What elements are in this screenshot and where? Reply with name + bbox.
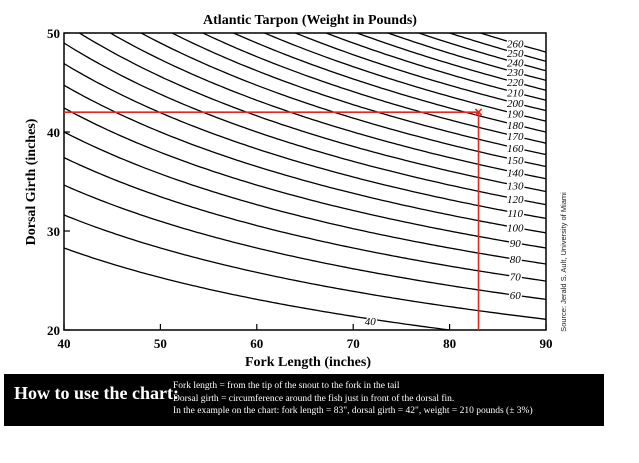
contour-line-250 — [447, 33, 546, 62]
contour-line-240 — [416, 33, 546, 72]
y-axis-title: Dorsal Girth (inches) — [24, 118, 39, 245]
dorsal-girth-definition: Dorsal girth = circumference around the … — [173, 393, 455, 404]
contour-line-60 — [64, 184, 546, 301]
y-tick-label-40: 40 — [47, 125, 60, 140]
contour-line-220 — [355, 33, 546, 91]
contour-label-60: 60 — [510, 290, 522, 302]
contour-line-100 — [64, 84, 546, 234]
contour-label-130: 130 — [507, 180, 524, 192]
contour-label-150: 150 — [507, 155, 524, 167]
contour-label-70: 70 — [510, 272, 522, 284]
chart-title: Atlantic Tarpon (Weight in Pounds) — [203, 13, 417, 28]
contour-line-50 — [64, 214, 546, 320]
how-to-use-title: How to use the chart: — [14, 383, 179, 403]
plot-frame — [63, 32, 547, 331]
y-tick-label-20: 20 — [47, 323, 60, 338]
x-tick-label-90: 90 — [540, 336, 553, 351]
contour-line-110 — [64, 63, 546, 220]
x-tick-label-60: 60 — [250, 336, 263, 351]
y-tick-label-50: 50 — [47, 26, 60, 41]
contour-label-250: 250 — [507, 48, 524, 60]
plot-area: 40 60 70 80 90 100 110 120 130140150160170180190… — [47, 26, 553, 351]
contour-line-160 — [170, 33, 546, 156]
y-tick-label-30: 30 — [47, 224, 60, 239]
contour-label-100: 100 — [507, 222, 524, 234]
contour-label-160: 160 — [507, 143, 524, 155]
example-description: In the example on the chart: fork length… — [173, 406, 533, 416]
contour-line-140 — [108, 33, 546, 180]
source-note: Source: Jerald S. Ault, University of Mi… — [559, 192, 568, 332]
x-tick-label-80: 80 — [443, 336, 456, 351]
contour-label-120: 120 — [507, 194, 524, 206]
contour-line-200 — [293, 33, 546, 112]
x-tick-label-50: 50 — [154, 336, 167, 351]
contour-label-110: 110 — [507, 208, 523, 220]
x-tick-label-70: 70 — [347, 336, 360, 351]
contour-label-170: 170 — [507, 131, 524, 143]
contour-label-190: 190 — [507, 109, 524, 121]
contour-line-170 — [201, 33, 546, 144]
contour-line-210 — [324, 33, 546, 101]
how-to-use-panel: How to use the chart: Fork length = from… — [4, 374, 604, 426]
contour-label-180: 180 — [507, 120, 524, 132]
contour-line-190 — [262, 33, 546, 122]
contour-line-130 — [78, 33, 546, 193]
how-to-use-text: Fork length = from the tip of the snout … — [173, 380, 533, 418]
contour-line-70 — [64, 157, 546, 282]
contour-label-40: 40 — [365, 316, 377, 328]
x-axis-title: Fork Length (inches) — [245, 355, 371, 370]
fork-length-definition: Fork length = from the tip of the snout … — [173, 381, 400, 391]
contour-line-120 — [64, 42, 546, 206]
example-point-marker: × — [474, 104, 483, 121]
contour-label-240: 240 — [507, 57, 524, 69]
contour-line-230 — [385, 33, 546, 82]
contour-line-80 — [64, 131, 546, 265]
contour-label-230: 230 — [507, 67, 524, 79]
contour-label-80: 80 — [510, 254, 522, 266]
contour-label-140: 140 — [507, 167, 524, 179]
contour-label-90: 90 — [510, 238, 522, 250]
contour-line-150 — [139, 33, 546, 168]
contour-label-210: 210 — [507, 88, 524, 100]
contour-label-260: 260 — [507, 38, 524, 50]
x-tick-label-40: 40 — [58, 336, 71, 351]
contour-lines — [64, 33, 546, 330]
contour-label-220: 220 — [507, 77, 524, 89]
contour-line-40 — [64, 247, 455, 330]
contour-line-90 — [64, 107, 546, 249]
contour-label-200: 200 — [507, 98, 524, 110]
